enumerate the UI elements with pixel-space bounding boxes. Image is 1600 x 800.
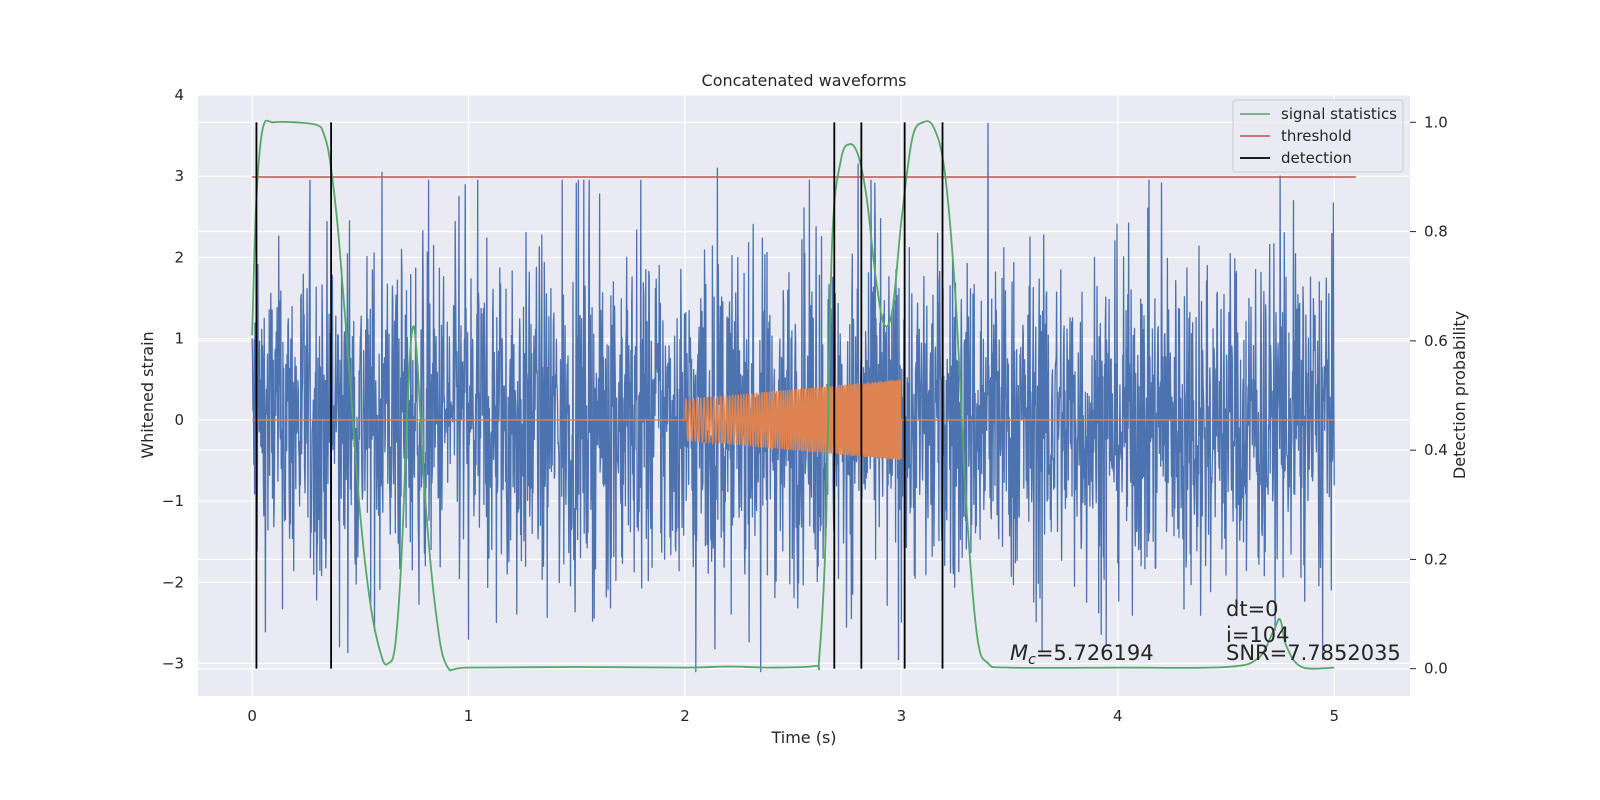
i-annotation: i=104 <box>1226 623 1290 647</box>
y-tick-label-right: 0.0 <box>1424 660 1448 678</box>
mc-annotation: Mc=5.726194 <box>1010 641 1154 668</box>
snr-annotation: SNR=7.7852035 <box>1226 641 1401 665</box>
x-tick-label: 5 <box>1329 707 1339 725</box>
y-tick-label-left: −3 <box>162 655 184 673</box>
x-tick-label: 2 <box>680 707 690 725</box>
x-axis-label: Time (s) <box>770 728 836 747</box>
y-tick-label-right: 0.8 <box>1424 223 1448 241</box>
axes: 0 1 2 3 4 5 −3 −2 −1 0 1 2 3 4 0.0 0.2 0.4 0.6 0.8 1.0 <box>162 86 1448 725</box>
legend-label-detection: detection <box>1281 149 1352 167</box>
legend-label-signal-statistics: signal statistics <box>1281 105 1397 123</box>
annotations: Mc=5.726194 dt=0 i=104 SNR=7.7852035 <box>1010 597 1401 668</box>
y-tick-label-left: 4 <box>174 86 184 104</box>
y-tick-label-right: 0.6 <box>1424 332 1448 350</box>
chart-title: Concatenated waveforms <box>702 71 907 90</box>
y-tick-label-right: 0.4 <box>1424 441 1448 459</box>
y-axis-label-left: Whitened strain <box>138 331 157 458</box>
injection-series <box>252 379 1335 461</box>
y-tick-label-left: 3 <box>174 167 184 185</box>
x-tick-label: 1 <box>464 707 474 725</box>
dt-annotation: dt=0 <box>1226 597 1279 621</box>
y-tick-label-left: 0 <box>174 411 184 429</box>
mc-symbol: M <box>1010 641 1028 665</box>
legend-label-threshold: threshold <box>1281 127 1352 145</box>
y-tick-label-left: 1 <box>174 330 184 348</box>
mc-value: =5.726194 <box>1036 641 1154 665</box>
x-tick-label: 0 <box>247 707 257 725</box>
y-tick-label-right: 1.0 <box>1424 113 1448 131</box>
legend: signal statistics threshold detection <box>1232 99 1404 173</box>
y-tick-label-right: 0.2 <box>1424 550 1448 568</box>
x-tick-label: 4 <box>1113 707 1123 725</box>
legend-box <box>1232 99 1404 173</box>
y-tick-label-left: −1 <box>162 492 184 510</box>
signal-statistics-line <box>251 119 1335 672</box>
y-tick-label-left: −2 <box>162 573 184 591</box>
x-tick-label: 3 <box>897 707 907 725</box>
mc-subscript: c <box>1028 652 1036 668</box>
y-axis-label-right: Detection probability <box>1450 311 1469 479</box>
plot-series <box>251 119 1356 673</box>
y-tick-label-left: 2 <box>174 248 184 266</box>
